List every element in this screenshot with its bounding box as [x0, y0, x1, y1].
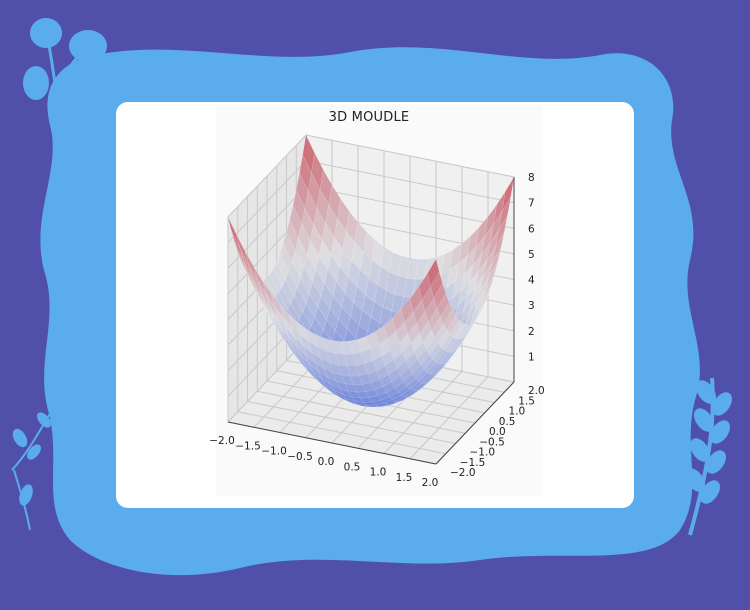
surface-facet	[498, 196, 511, 230]
y-tick-label: 1.0	[509, 406, 526, 418]
z-tick-label: 6	[528, 223, 535, 235]
x-tick-label: 1.5	[396, 472, 413, 484]
surface-facet	[427, 258, 440, 288]
x-tick-label: 2.0	[422, 477, 439, 489]
y-tick-label: 1.5	[518, 395, 535, 407]
y-tick-label: −0.5	[479, 436, 505, 448]
z-tick-label: 7	[528, 198, 535, 210]
z-tick-label: 4	[528, 275, 535, 287]
z-tick-label: 8	[528, 172, 535, 184]
y-tick-label: −2.0	[450, 467, 476, 479]
flower-icon	[23, 18, 107, 101]
y-tick-label: 0.0	[489, 426, 506, 438]
grid-line-y-floor	[257, 390, 466, 434]
z-tick-label: 5	[528, 249, 535, 261]
y-tick-label: −1.5	[460, 457, 486, 469]
x-tick-label: −1.0	[261, 446, 287, 458]
y-tick-label: 2.0	[528, 385, 545, 397]
x-tick-label: 0.0	[318, 456, 335, 468]
grid-line-y-floor	[247, 401, 456, 444]
x-tick-label: 1.0	[370, 467, 387, 479]
grid-line-y-floor	[237, 411, 446, 455]
x-tick-label: 0.5	[344, 461, 361, 473]
x-axis-line	[227, 421, 437, 465]
z-tick-label: 3	[528, 300, 535, 312]
x-tick-label: −0.5	[287, 451, 313, 463]
y-tick-label: −1.0	[470, 447, 496, 459]
z-tick-label: 1	[528, 351, 535, 363]
y-axis-line	[435, 381, 515, 465]
leaf-sprig-icon	[11, 404, 56, 531]
chart-title: 3D MOUDLE	[328, 110, 410, 125]
x-tick-label: −1.5	[235, 440, 261, 452]
chart-root: −2.0 −1.5 −1.0 −0.5 0.0 0.5 1.0 1.5 2.0−2.0−1.5−…	[209, 133, 545, 489]
y-tick-label: 0.5	[499, 416, 516, 428]
x-tick-label: −2.0	[209, 435, 235, 447]
fern-icon	[685, 377, 732, 536]
z-tick-label: 2	[528, 326, 535, 338]
